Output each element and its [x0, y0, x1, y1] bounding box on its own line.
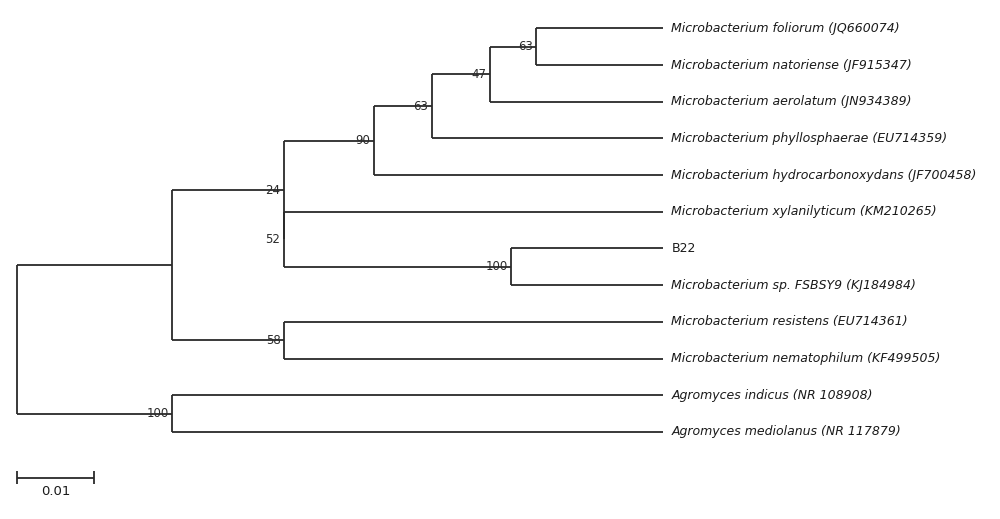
Text: Microbacterium phyllosphaerae (EU714359): Microbacterium phyllosphaerae (EU714359) [671, 132, 947, 145]
Text: Agromyces mediolanus (NR 117879): Agromyces mediolanus (NR 117879) [671, 426, 901, 439]
Text: Microbacterium hydrocarbonoxydans (JF700458): Microbacterium hydrocarbonoxydans (JF700… [671, 169, 977, 182]
Text: Microbacterium natoriense (JF915347): Microbacterium natoriense (JF915347) [671, 59, 912, 72]
Text: 100: 100 [485, 261, 508, 274]
Text: 63: 63 [413, 100, 428, 113]
Text: Microbacterium aerolatum (JN934389): Microbacterium aerolatum (JN934389) [671, 95, 912, 108]
Text: B22: B22 [671, 242, 696, 255]
Text: Microbacterium foliorum (JQ660074): Microbacterium foliorum (JQ660074) [671, 22, 900, 35]
Text: Microbacterium nematophilum (KF499505): Microbacterium nematophilum (KF499505) [671, 352, 941, 365]
Text: 63: 63 [518, 40, 533, 53]
Text: Agromyces indicus (NR 108908): Agromyces indicus (NR 108908) [671, 389, 873, 402]
Text: 100: 100 [146, 407, 169, 420]
Text: 0.01: 0.01 [41, 485, 70, 498]
Text: Microbacterium resistens (EU714361): Microbacterium resistens (EU714361) [671, 316, 908, 329]
Text: 58: 58 [266, 334, 280, 347]
Text: 90: 90 [356, 134, 371, 147]
Text: 24: 24 [265, 184, 280, 197]
Text: Microbacterium sp. FSBSY9 (KJ184984): Microbacterium sp. FSBSY9 (KJ184984) [671, 279, 916, 292]
Text: 47: 47 [471, 68, 486, 81]
Text: 52: 52 [266, 233, 280, 246]
Text: Microbacterium xylanilyticum (KM210265): Microbacterium xylanilyticum (KM210265) [671, 206, 937, 218]
